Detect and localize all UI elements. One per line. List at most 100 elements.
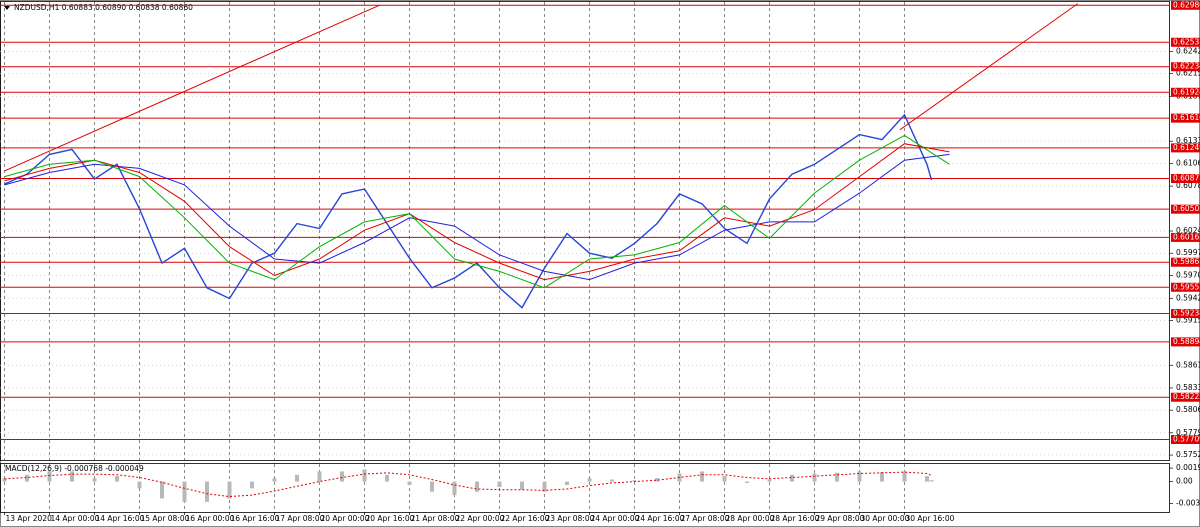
level-label: 0.59557 <box>1173 282 1200 291</box>
level-label-box <box>1171 174 1200 184</box>
macd-bar <box>790 474 794 482</box>
level-label-box <box>1171 392 1200 402</box>
x-tick-label: 24 Apr 16:00 <box>636 514 685 523</box>
macd-bar <box>25 474 29 482</box>
x-tick-label: 30 Apr 00:00 <box>861 514 910 523</box>
level-label-box <box>1171 309 1200 319</box>
level-label-box <box>1171 143 1200 153</box>
x-tick-label: 30 Apr 16:00 <box>906 514 955 523</box>
level-label-box <box>1171 87 1200 97</box>
macd-bar <box>475 481 479 492</box>
macd-bar <box>340 471 344 482</box>
macd-panel-frame <box>0 463 1170 513</box>
macd-bar <box>929 480 934 482</box>
x-tick-label: 17 Apr 08:00 <box>276 514 325 523</box>
trend-line <box>4 4 380 172</box>
level-label: 0.61249 <box>1173 143 1200 152</box>
macd-bar <box>632 480 637 482</box>
macd-bar <box>205 481 209 502</box>
y-tick-label: 0.00 <box>1176 477 1193 486</box>
x-tick-label: 14 Apr 00:00 <box>51 514 100 523</box>
macd-bar <box>317 471 322 482</box>
macd-bar <box>182 481 187 502</box>
x-tick-label: 13 Apr 2020 <box>6 514 53 523</box>
macd-bar <box>160 481 164 499</box>
menu-arrow[interactable] <box>4 6 10 10</box>
level-label: 0.61924 <box>1173 87 1200 96</box>
y-tick-label: 0.59155 <box>1176 315 1200 324</box>
x-tick-label: 20 Apr 00:00 <box>321 514 370 523</box>
macd-bar <box>227 481 232 499</box>
level-label-box <box>1171 37 1200 47</box>
x-tick-label: 29 Apr 08:00 <box>816 514 865 523</box>
level-label-box <box>1171 0 1200 10</box>
macd-bar <box>880 472 884 482</box>
price-line <box>4 153 950 281</box>
level-label: 0.60877 <box>1173 174 1200 183</box>
x-tick-label: 14 Apr 16:00 <box>96 514 145 523</box>
x-tick-label: 23 Apr 08:00 <box>546 514 595 523</box>
macd-bar <box>655 478 659 482</box>
macd-bar <box>745 481 749 483</box>
level-label: 0.60505 <box>1173 204 1200 213</box>
level-label-box <box>1171 434 1200 444</box>
y-tick-label: 0.60785 <box>1176 181 1200 190</box>
macd-bar <box>250 481 254 489</box>
macd-title: MACD(12,26,9) -0.000768 -0.000049 <box>5 464 144 473</box>
level-label: 0.60162 <box>1173 232 1200 241</box>
level-label-box <box>1171 282 1200 292</box>
x-tick-label: 15 Apr 08:00 <box>141 514 190 523</box>
level-label-box <box>1171 257 1200 267</box>
level-label: 0.62531 <box>1173 37 1200 46</box>
level-label-box <box>1171 113 1200 123</box>
macd-bar <box>92 478 97 482</box>
macd-bar <box>767 479 772 482</box>
macd-bar <box>295 474 299 482</box>
price-line <box>4 143 950 281</box>
x-tick-label: 22 Apr 16:00 <box>501 514 550 523</box>
level-label: 0.59861 <box>1173 257 1200 266</box>
macd-bar <box>70 471 74 482</box>
trend-line <box>899 3 1079 131</box>
macd-bar <box>272 478 277 482</box>
price-line <box>4 134 950 289</box>
level-label: 0.58894 <box>1173 337 1200 346</box>
level-label-box <box>1171 62 1200 72</box>
x-tick-label: 22 Apr 00:00 <box>456 514 505 523</box>
macd-bar <box>722 476 727 482</box>
x-tick-label: 28 Apr 16:00 <box>771 514 820 523</box>
x-tick-label: 21 Apr 08:00 <box>411 514 460 523</box>
macd-bar <box>812 473 817 482</box>
macd-bar <box>2 478 7 482</box>
x-tick-label: 16 Apr 16:00 <box>231 514 280 523</box>
macd-bar <box>407 481 412 485</box>
y-tick-label: 0.58065 <box>1176 405 1200 414</box>
macd-bar <box>520 481 524 490</box>
price-line <box>4 113 933 309</box>
chart-title: NZDUSD,H1 0.60883 0.60890 0.60838 0.6086… <box>14 3 193 12</box>
macd-bar <box>452 481 457 496</box>
macd-bar <box>610 479 614 482</box>
y-tick-label: 0.58335 <box>1176 383 1200 392</box>
level-label: 0.59238 <box>1173 309 1200 318</box>
x-tick-label: 20 Apr 16:00 <box>366 514 415 523</box>
macd-bar <box>47 471 52 482</box>
level-label: 0.58222 <box>1173 392 1200 401</box>
macd-bar <box>362 469 367 482</box>
level-label: 0.62234 <box>1173 62 1200 71</box>
level-label-box <box>1171 337 1200 347</box>
macd-bar <box>587 478 592 482</box>
macd-bar <box>925 476 929 482</box>
macd-bar <box>902 471 907 482</box>
y-tick-label: -0.00326 <box>1176 499 1200 508</box>
level-label: 0.57709 <box>1173 434 1200 443</box>
